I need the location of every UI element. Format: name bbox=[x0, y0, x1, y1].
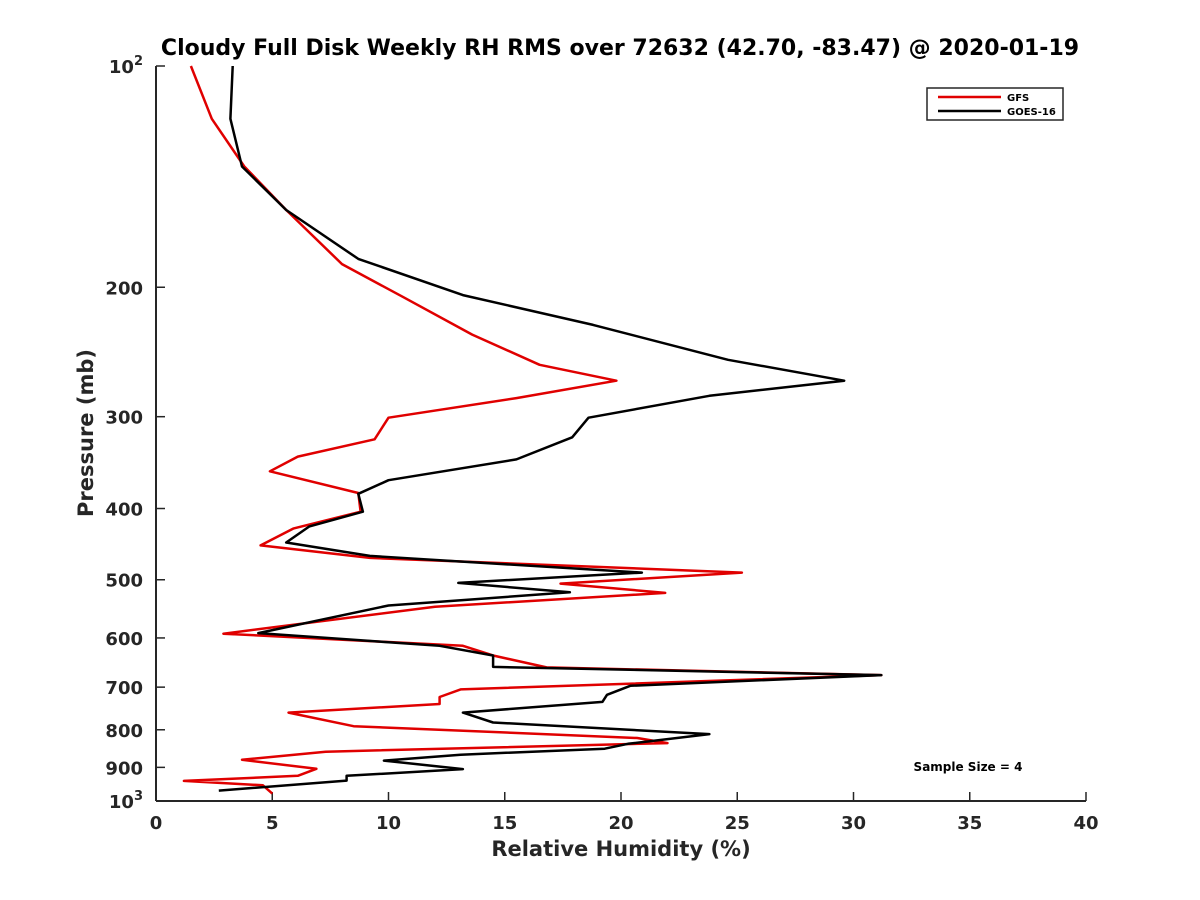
y-tick-label: 600 bbox=[105, 629, 143, 650]
y-tick-label: 500 bbox=[105, 571, 143, 592]
y-tick-label: 102 bbox=[109, 54, 143, 78]
y-tick-exponent: 2 bbox=[134, 54, 143, 69]
x-tick-label: 10 bbox=[376, 813, 401, 834]
y-axis-label: Pressure (mb) bbox=[74, 349, 98, 517]
x-tick-label: 20 bbox=[608, 813, 633, 834]
x-tick-label: 30 bbox=[841, 813, 866, 834]
x-tick-label: 35 bbox=[957, 813, 982, 834]
y-tick-label: 103 bbox=[109, 789, 143, 813]
x-tick-label: 15 bbox=[492, 813, 517, 834]
legend: GFS GOES-16 bbox=[926, 87, 1064, 121]
y-tick-label: 400 bbox=[105, 500, 143, 521]
legend-box bbox=[926, 87, 1064, 121]
sample-size-annotation: Sample Size = 4 bbox=[914, 760, 1023, 774]
y-tick-base: 10 bbox=[109, 792, 134, 813]
y-tick-label: 700 bbox=[105, 678, 143, 699]
legend-label-goes16: GOES-16 bbox=[1007, 107, 1056, 118]
y-tick-label: 900 bbox=[105, 758, 143, 779]
x-tick-label: 40 bbox=[1073, 813, 1098, 834]
x-tick-label: 25 bbox=[725, 813, 750, 834]
legend-label-gfs: GFS bbox=[1007, 93, 1029, 104]
plot-frame bbox=[155, 66, 1086, 802]
y-tick-base: 10 bbox=[109, 57, 134, 78]
x-tick-label: 5 bbox=[266, 813, 279, 834]
series-line-goes16 bbox=[218, 65, 883, 792]
x-axis-label: Relative Humidity (%) bbox=[491, 837, 750, 861]
x-tick-label: 0 bbox=[150, 813, 163, 834]
series-line-gfs bbox=[182, 65, 883, 795]
y-tick-exponent: 3 bbox=[134, 789, 143, 804]
chart-title: Cloudy Full Disk Weekly RH RMS over 7263… bbox=[161, 36, 1079, 61]
x-ticks: 0 5 10 15 20 25 30 35 40 bbox=[150, 792, 1099, 834]
y-tick-label: 800 bbox=[105, 721, 143, 742]
series-layer bbox=[182, 65, 883, 795]
y-tick-label: 200 bbox=[105, 278, 143, 299]
y-tick-label: 300 bbox=[105, 408, 143, 429]
